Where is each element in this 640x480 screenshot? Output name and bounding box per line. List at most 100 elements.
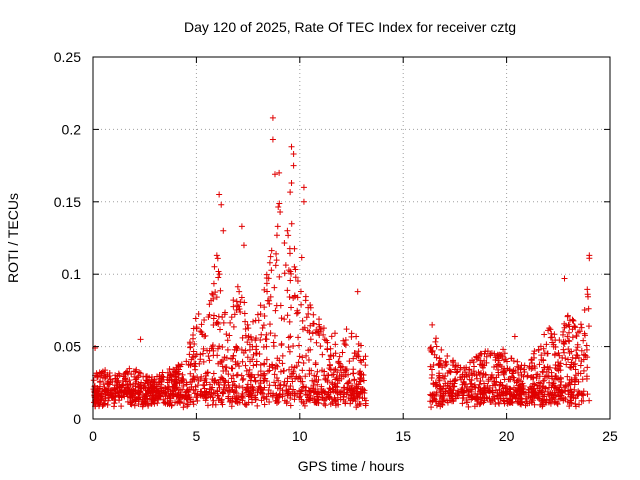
data-point	[586, 397, 593, 404]
data-point	[306, 371, 313, 378]
data-point	[209, 384, 216, 391]
data-point	[236, 383, 243, 390]
data-point	[179, 378, 186, 385]
data-point	[276, 357, 283, 364]
data-point	[436, 355, 443, 362]
data-point	[575, 370, 582, 377]
data-point	[350, 355, 357, 362]
data-point	[478, 399, 485, 406]
data-point	[206, 357, 213, 364]
data-point	[271, 332, 278, 339]
data-point	[282, 262, 289, 269]
data-point	[204, 402, 211, 409]
data-point	[188, 384, 195, 391]
data-point	[252, 378, 259, 385]
data-point	[439, 393, 446, 400]
data-point	[197, 328, 204, 335]
y-tick-label: 0.25	[54, 49, 81, 65]
data-point	[274, 394, 281, 401]
data-point	[201, 317, 208, 324]
data-point	[340, 384, 347, 391]
data-point	[362, 362, 369, 369]
data-point	[463, 397, 470, 404]
data-point	[555, 362, 562, 369]
data-point	[299, 367, 306, 374]
data-point	[277, 209, 284, 216]
data-point	[281, 270, 288, 277]
data-point	[277, 381, 284, 388]
data-point	[572, 366, 579, 373]
data-point	[492, 381, 499, 388]
data-point	[327, 361, 333, 368]
data-point	[581, 330, 588, 337]
data-point	[483, 353, 490, 360]
data-point	[437, 386, 444, 393]
data-point	[357, 342, 364, 349]
data-point	[291, 263, 298, 270]
data-point	[430, 361, 437, 368]
data-point	[351, 377, 358, 384]
data-point	[238, 346, 245, 353]
data-point	[197, 375, 204, 382]
data-point	[332, 383, 339, 390]
data-point	[242, 318, 249, 325]
data-point	[490, 374, 497, 381]
data-point	[231, 393, 238, 400]
data-point	[288, 179, 295, 186]
data-point	[580, 392, 587, 399]
data-point	[192, 366, 199, 373]
data-point	[200, 381, 207, 388]
data-point	[537, 380, 544, 387]
data-point	[284, 287, 291, 294]
data-point	[259, 324, 266, 331]
data-point	[491, 350, 498, 357]
data-point	[343, 326, 350, 333]
data-point	[238, 294, 245, 301]
data-point	[210, 280, 217, 287]
data-point	[277, 391, 284, 398]
data-point	[511, 333, 518, 340]
data-point	[184, 403, 191, 410]
data-point	[166, 376, 173, 383]
data-point	[428, 404, 435, 411]
data-point	[245, 371, 252, 378]
data-point	[429, 321, 436, 328]
data-point	[552, 337, 559, 344]
data-point	[528, 399, 535, 406]
data-point	[475, 384, 482, 391]
data-point	[300, 198, 307, 205]
data-point	[469, 372, 476, 379]
data-point	[224, 337, 231, 344]
data-point	[554, 401, 561, 408]
data-point	[175, 394, 182, 401]
data-point	[481, 380, 488, 387]
data-point	[233, 344, 240, 351]
data-point	[337, 391, 344, 398]
data-point	[561, 275, 568, 282]
data-point	[538, 352, 545, 359]
data-point	[294, 309, 301, 316]
data-point	[507, 376, 514, 383]
y-tick-label: 0.2	[62, 121, 82, 137]
data-point	[195, 311, 202, 318]
x-axis-label: GPS time / hours	[298, 458, 405, 474]
data-point	[288, 220, 295, 227]
data-point	[273, 375, 280, 382]
data-point	[314, 393, 321, 400]
data-point	[186, 339, 193, 346]
data-point	[263, 280, 270, 287]
data-point	[536, 361, 543, 368]
data-point	[569, 354, 576, 361]
data-point	[126, 381, 133, 388]
data-point	[307, 336, 314, 343]
data-point	[222, 364, 229, 371]
data-point	[206, 311, 213, 318]
data-point	[317, 343, 324, 350]
data-point	[288, 143, 295, 150]
data-point	[211, 312, 218, 319]
data-point	[353, 390, 360, 397]
data-point	[279, 360, 286, 367]
data-point	[257, 302, 264, 309]
data-point	[320, 325, 327, 332]
data-point	[566, 329, 573, 336]
